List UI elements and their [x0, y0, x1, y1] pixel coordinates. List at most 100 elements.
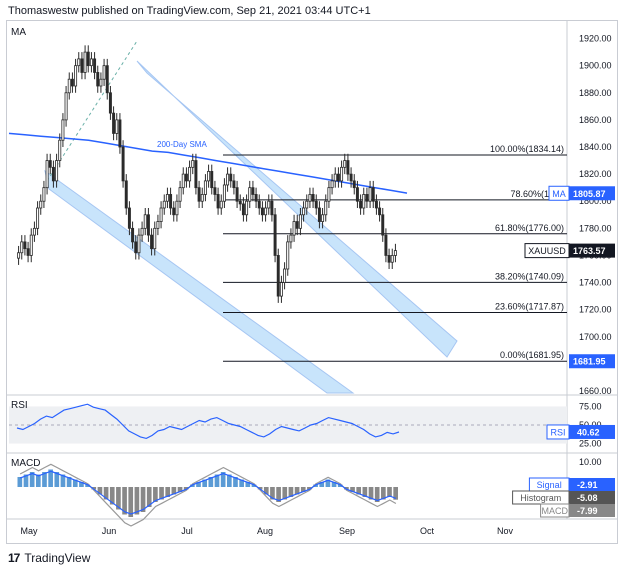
- candle-body: [172, 207, 176, 216]
- candle-body: [346, 160, 350, 175]
- macd-histogram-bar: [72, 479, 78, 487]
- candle-body: [349, 173, 353, 182]
- macd-histogram-bar: [54, 472, 60, 487]
- macd-histogram-bar: [29, 472, 35, 487]
- candle-body: [327, 187, 331, 202]
- candle-body: [86, 51, 90, 67]
- macd-histogram-bar: [257, 487, 263, 490]
- macd-histogram-bar: [202, 479, 207, 487]
- macd-histogram-bar: [171, 487, 177, 495]
- candle-body: [270, 200, 274, 216]
- candle-body: [127, 207, 131, 229]
- price-badge-box: [569, 243, 615, 258]
- price-badge-value: 1681.95: [573, 357, 606, 367]
- macd-histogram-bar: [374, 487, 380, 502]
- trend-line-dashed: [46, 40, 138, 182]
- candle-body: [105, 65, 109, 94]
- x-axis-label: Jul: [181, 526, 193, 536]
- macd-histogram-bar: [196, 482, 201, 487]
- candle-body: [352, 180, 356, 189]
- candle-body: [175, 200, 179, 216]
- macd-value-label: -7.99: [577, 506, 598, 516]
- fib-level-label: 38.20%(1740.09): [495, 271, 564, 281]
- candle-body: [222, 184, 226, 202]
- macd-histogram-bar: [337, 484, 343, 487]
- price-badge-box: [569, 186, 615, 201]
- price-badge-box: [569, 354, 615, 369]
- price-badge-value: 1805.87: [573, 189, 606, 199]
- rsi-tag-label: RSI: [550, 427, 565, 437]
- candle-body: [207, 170, 211, 182]
- fib-level-label: 61.80%(1776.00): [495, 223, 564, 233]
- candle-body: [131, 227, 135, 243]
- candle-body: [333, 173, 337, 182]
- candle-body: [29, 234, 33, 256]
- macd-histogram-bar: [165, 487, 171, 497]
- badge-tag-label: MA: [552, 189, 566, 199]
- candle-body: [314, 200, 318, 209]
- candle-body: [48, 160, 52, 168]
- macd-histogram-bar: [319, 482, 325, 487]
- candle-body: [194, 160, 198, 189]
- candle-body: [188, 166, 192, 182]
- macd-histogram-bar: [190, 484, 195, 487]
- price-tick-label: 1660.00: [579, 386, 612, 396]
- macd-value-badge: [569, 491, 615, 504]
- candle-body: [283, 268, 287, 283]
- candle-body: [378, 207, 382, 216]
- candle-body: [330, 180, 334, 189]
- candle-body: [251, 187, 255, 195]
- candle-body: [203, 180, 207, 195]
- signal-line: [19, 470, 397, 515]
- macd-histogram-bar: [282, 487, 288, 500]
- candle-body: [359, 200, 363, 209]
- x-axis-label: May: [20, 526, 38, 536]
- price-tick-label: 1860.00: [579, 115, 612, 125]
- macd-histogram-bar: [307, 487, 312, 490]
- candle-body: [248, 187, 252, 202]
- x-axis-label: Aug: [257, 526, 273, 536]
- candle-body: [17, 252, 21, 259]
- footer: 17 TradingView: [8, 551, 90, 565]
- price-tick-label: 1840.00: [579, 142, 612, 152]
- chart-svg[interactable]: 100.00%(1834.14) 78.60%(1801 61.80%(1776.0…: [7, 21, 617, 543]
- candle-body: [58, 139, 62, 161]
- candle-body: [93, 58, 97, 73]
- macd-histogram-bar: [208, 477, 214, 487]
- macd-histogram-bar: [140, 487, 146, 512]
- candle-body: [74, 65, 78, 87]
- macd-histogram-bar: [270, 487, 275, 500]
- candle-body: [355, 187, 359, 202]
- price-tick-label: 1700.00: [579, 332, 612, 342]
- candle-body: [169, 194, 173, 209]
- upper-channel-band: [136, 60, 458, 358]
- candle-body: [324, 200, 328, 216]
- candle-body: [42, 187, 46, 202]
- price-tick-label: 1900.00: [579, 61, 612, 71]
- macd-histogram-bar: [313, 484, 318, 487]
- candle-body: [112, 112, 116, 134]
- macd-histogram-bar: [159, 487, 164, 500]
- macd-histogram-bar: [122, 487, 127, 515]
- macd-histogram-bar: [134, 487, 140, 515]
- macd-tick-label: 10.00: [579, 457, 602, 467]
- candle-body: [257, 200, 261, 209]
- candle-body: [162, 200, 166, 209]
- macd-tag-label: Signal: [537, 480, 562, 490]
- macd-histogram-bar: [239, 479, 244, 487]
- candle-body: [260, 207, 264, 216]
- macd-histogram-bar: [79, 482, 84, 487]
- candle-body: [70, 78, 74, 87]
- candle-body: [134, 241, 138, 254]
- candle-body: [83, 51, 87, 73]
- candle-body: [245, 200, 249, 216]
- macd-histogram-bar: [226, 474, 232, 487]
- candle-body: [96, 72, 100, 87]
- candle-body: [267, 200, 271, 209]
- macd-histogram-bar: [325, 479, 331, 487]
- candle-body: [77, 58, 81, 67]
- candle-body: [336, 173, 340, 182]
- price-tick-label: 1920.00: [579, 34, 612, 44]
- candle-body: [390, 255, 394, 263]
- macd-histogram-bar: [66, 477, 72, 487]
